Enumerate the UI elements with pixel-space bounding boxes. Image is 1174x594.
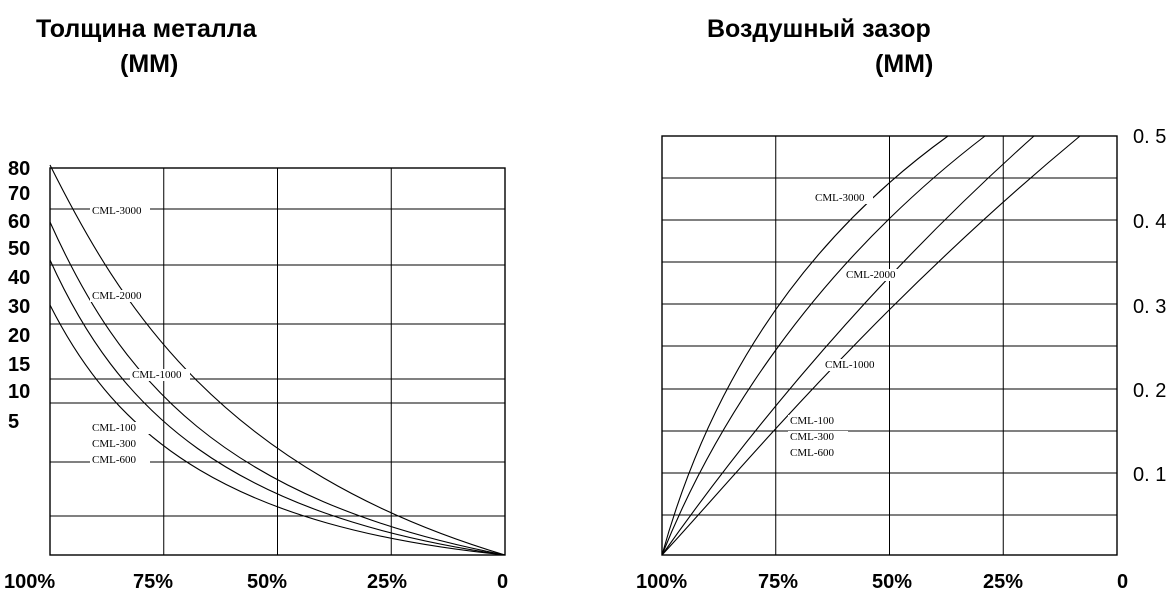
right-series-label-4: CML-300 — [790, 431, 835, 443]
left-series-label-0: CML-3000 — [92, 205, 142, 217]
right-series-label-1: CML-2000 — [846, 269, 896, 281]
right-x-tick-0: 100% — [636, 571, 687, 593]
right-y-tick-1: 0. 4 — [1133, 211, 1166, 233]
right-title-line2: (ММ) — [875, 50, 933, 78]
right-y-tick-4: 0. 1 — [1133, 464, 1166, 486]
left-label-bg-4 — [90, 438, 150, 450]
left-y-tick-5: 30 — [8, 296, 30, 318]
left-series-label-5: CML-600 — [92, 454, 137, 466]
left-x-tick-1: 75% — [133, 571, 173, 593]
left-x-tick-3: 25% — [367, 571, 407, 593]
right-series-curve-3 — [661, 135, 1081, 556]
left-y-tick-3: 50 — [8, 238, 30, 260]
left-chart: 80 70 60 50 40 30 20 15 10 5 100% 75% 50% 25% 0 CML-300… — [4, 158, 508, 593]
left-series-curve-2 — [49, 259, 506, 556]
right-x-tick-4: 0 — [1117, 571, 1128, 593]
right-series-curve-0 — [661, 135, 949, 556]
left-series-label-4: CML-300 — [92, 438, 137, 450]
left-label-bg-2 — [130, 369, 190, 381]
left-y-tick-9: 5 — [8, 411, 19, 433]
right-series-label-0: CML-3000 — [815, 192, 865, 204]
left-title-line2: (ММ) — [120, 50, 178, 78]
left-x-tick-4: 0 — [497, 571, 508, 593]
right-x-tick-2: 50% — [872, 571, 912, 593]
left-y-tick-8: 10 — [8, 381, 30, 403]
right-y-tick-3: 0. 2 — [1133, 380, 1166, 402]
right-label-bg-0 — [813, 192, 873, 204]
right-series-label-2: CML-1000 — [825, 359, 875, 371]
right-x-tick-1: 75% — [758, 571, 798, 593]
left-label-bg-5 — [90, 454, 150, 466]
right-label-bg-3 — [788, 415, 848, 427]
right-label-bg-5 — [788, 447, 848, 459]
left-series-label-3: CML-100 — [92, 422, 137, 434]
right-series-label-5: CML-600 — [790, 447, 835, 459]
left-series-curve-1 — [49, 221, 506, 556]
right-label-bg-2 — [823, 359, 883, 371]
left-series-curve-3 — [49, 304, 506, 556]
left-label-bg-0 — [90, 205, 150, 217]
left-series-label-2: CML-1000 — [132, 369, 182, 381]
left-y-tick-7: 15 — [8, 354, 30, 376]
left-y-tick-2: 60 — [8, 211, 30, 233]
right-series-curve-1 — [661, 135, 986, 556]
left-y-tick-6: 20 — [8, 325, 30, 347]
left-y-tick-4: 40 — [8, 267, 30, 289]
left-x-tick-0: 100% — [4, 571, 55, 593]
left-series-curve-0 — [49, 164, 506, 556]
left-label-bg-3 — [90, 422, 150, 434]
right-y-tick-2: 0. 3 — [1133, 296, 1166, 318]
left-label-bg-1 — [90, 290, 150, 302]
left-y-tick-1: 70 — [8, 183, 30, 205]
left-y-tick-0: 80 — [8, 158, 30, 180]
left-title-line1: Толщина металла — [36, 15, 258, 43]
right-chart: 0. 5 0. 4 0. 3 0. 2 0. 1 100% 75% 50% 25% 0 CML-30… — [636, 126, 1166, 593]
right-series-curve-2 — [661, 135, 1035, 556]
right-y-tick-0: 0. 5 — [1133, 126, 1166, 148]
right-x-tick-3: 25% — [983, 571, 1023, 593]
right-label-bg-4 — [788, 431, 848, 443]
right-title-line1: Воздушный зазор — [707, 15, 931, 43]
left-x-tick-2: 50% — [247, 571, 287, 593]
left-series-label-1: CML-2000 — [92, 290, 142, 302]
right-series-label-3: CML-100 — [790, 415, 835, 427]
right-label-bg-1 — [844, 269, 904, 281]
